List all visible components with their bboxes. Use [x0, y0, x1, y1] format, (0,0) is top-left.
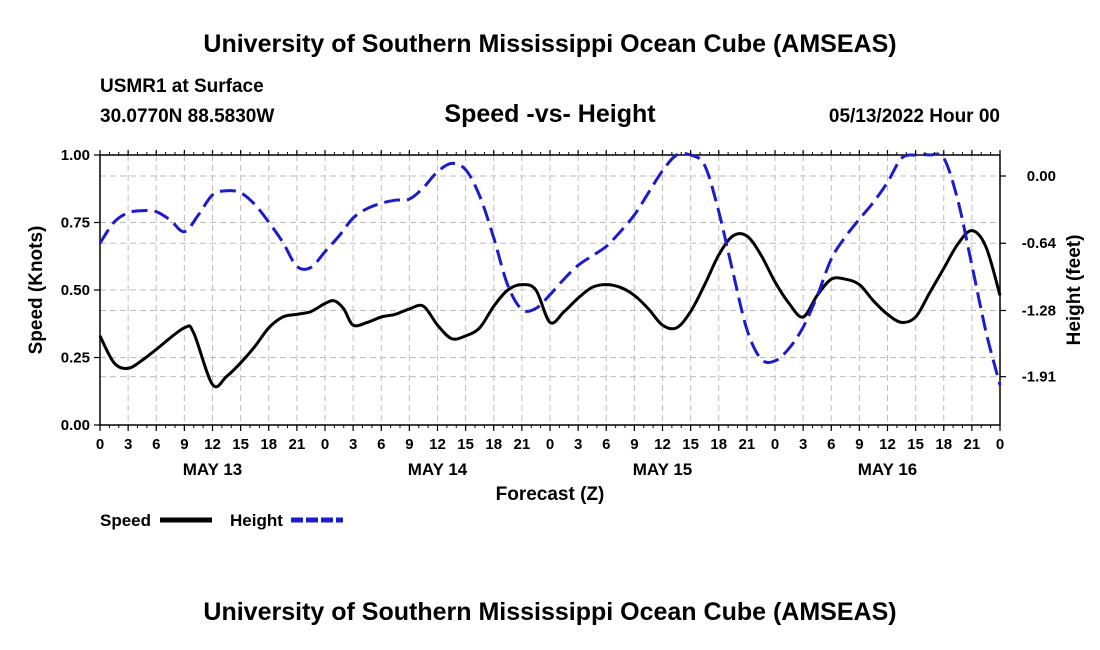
x-tick-label: 21	[289, 436, 306, 453]
coordinates-label: 30.0770N 88.5830W	[100, 106, 275, 127]
x-tick-label: 21	[739, 436, 756, 453]
day-label: MAY 14	[408, 460, 468, 479]
x-tick-label: 12	[429, 436, 446, 453]
y-right-tick-label: -1.28	[1022, 302, 1056, 319]
x-tick-label: 0	[96, 436, 104, 453]
x-tick-label: 3	[799, 436, 807, 453]
day-label: MAY 15	[633, 460, 693, 479]
x-tick-label: 6	[602, 436, 610, 453]
x-tick-label: 21	[964, 436, 981, 453]
y-right-tick-label: -0.64	[1022, 235, 1057, 252]
axis-ticks: 0 3 6 9 12 15 18 21 0 3 6 9 12 15 18 21 0 3 6 9 12 15 18 21 0 3 6 9…	[61, 147, 1057, 479]
y-axis-left-title: Speed (Knots)	[26, 226, 47, 355]
forecast-datetime: 05/13/2022 Hour 00	[828, 106, 1000, 127]
series-lines	[98, 151, 1002, 389]
x-tick-label: 12	[654, 436, 671, 453]
x-tick-label: 18	[710, 436, 727, 453]
x-tick-label: 3	[124, 436, 132, 453]
x-tick-label: 0	[771, 436, 779, 453]
y-left-tick-label: 1.00	[61, 147, 90, 164]
x-tick-label: 0	[996, 436, 1004, 453]
x-tick-label: 0	[546, 436, 554, 453]
x-axis-title: Forecast (Z)	[496, 484, 605, 505]
x-tick-label: 3	[574, 436, 582, 453]
main-title: University of Southern Mississippi Ocean…	[203, 30, 897, 58]
x-tick-label: 21	[514, 436, 531, 453]
x-tick-label: 9	[405, 436, 413, 453]
x-tick-label: 6	[377, 436, 385, 453]
y-right-tick-label: 0.00	[1027, 168, 1056, 185]
x-tick-label: 15	[682, 436, 699, 453]
y-axis-right-title: Height (feet)	[1064, 235, 1085, 346]
y-left-tick-label: 0.50	[61, 282, 90, 299]
x-tick-label: 6	[152, 436, 160, 453]
legend-height-label: Height	[230, 511, 283, 530]
x-tick-label: 15	[232, 436, 249, 453]
x-tick-label: 9	[855, 436, 863, 453]
y-left-tick-label: 0.25	[61, 350, 90, 367]
x-tick-label: 15	[457, 436, 474, 453]
footer-title: University of Southern Mississippi Ocean…	[203, 598, 897, 626]
x-tick-label: 6	[827, 436, 835, 453]
y-right-tick-label: -1.91	[1022, 369, 1056, 386]
x-tick-label: 0	[321, 436, 329, 453]
y-left-tick-label: 0.75	[61, 215, 90, 232]
legend: Speed Height	[100, 511, 343, 530]
x-tick-label: 12	[879, 436, 896, 453]
x-tick-label: 18	[935, 436, 952, 453]
x-tick-label: 18	[260, 436, 277, 453]
grid-lines	[100, 155, 1000, 425]
x-tick-label: 9	[630, 436, 638, 453]
speed-series-line	[98, 229, 1002, 389]
x-tick-label: 9	[180, 436, 188, 453]
day-label: MAY 16	[858, 460, 918, 479]
x-tick-label: 18	[485, 436, 502, 453]
x-tick-label: 12	[204, 436, 221, 453]
x-tick-label: 15	[907, 436, 924, 453]
legend-speed-label: Speed	[100, 511, 151, 530]
y-left-tick-label: 0.00	[61, 417, 90, 434]
station-label: USMR1 at Surface	[100, 76, 264, 97]
day-label: MAY 13	[183, 460, 243, 479]
height-series-line	[98, 151, 1002, 386]
chart-title: Speed -vs- Height	[444, 100, 656, 128]
x-tick-label: 3	[349, 436, 357, 453]
